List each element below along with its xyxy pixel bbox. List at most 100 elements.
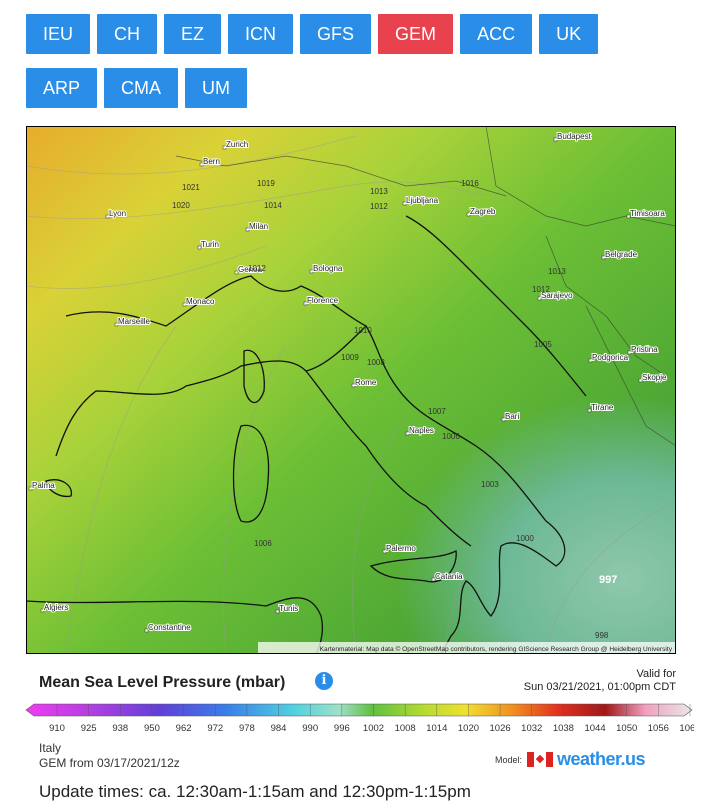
city-label: Algiers [44, 603, 68, 612]
city-dot [537, 296, 542, 301]
isobar-label: 1013 [548, 267, 566, 276]
model-button[interactable]: GEM [378, 14, 454, 54]
city-dot [105, 214, 110, 219]
city-label: Florence [307, 296, 339, 305]
city-label: Palma [32, 481, 55, 490]
model-button[interactable]: CH [97, 14, 158, 54]
model-label: Model: [495, 755, 523, 765]
city-label: Palermo [386, 544, 416, 553]
city-dot [303, 301, 308, 306]
colorbar-label: 1020 [458, 723, 479, 734]
isobar-labels: 1021 1020 1019 1014 1013 1012 1012 1013 1012 1010… [172, 179, 617, 640]
isobar-label: 1003 [481, 480, 499, 489]
model-button[interactable]: ICN [228, 14, 294, 54]
colorbar-label: 996 [334, 723, 350, 734]
city-label: Rome [355, 378, 377, 387]
city-dot [197, 245, 202, 250]
low-pressure-area [26, 126, 676, 654]
city-dot [309, 269, 314, 274]
valid-time: Valid for Sun 03/21/2021, 01:00pm CDT [524, 668, 676, 694]
city-label: Marseille [118, 317, 151, 326]
city-dot [114, 322, 119, 327]
city-dot [28, 486, 33, 491]
city-dot [144, 628, 149, 633]
city-label: Ljubljana [406, 196, 439, 205]
model-button[interactable]: ARP [26, 68, 98, 108]
colorbar-label: 1026 [490, 723, 511, 734]
colorbar-label: 990 [302, 723, 318, 734]
city-label: Belgrade [605, 250, 638, 259]
colorbar-label: 910 [49, 723, 65, 734]
city-dot [431, 577, 436, 582]
city-dot [199, 162, 204, 167]
colorbar-label: 978 [239, 723, 255, 734]
isobar-label: 1019 [257, 179, 275, 188]
model-button[interactable]: UM [185, 68, 248, 108]
map-attribution: Kartenmaterial: Map data © OpenStreetMap… [320, 645, 673, 653]
city-dot [601, 255, 606, 260]
isobar-label: 1012 [370, 202, 388, 211]
city-label: Skopje [642, 373, 667, 382]
city-dot [382, 549, 387, 554]
isobar-label: 1007 [428, 407, 446, 416]
isobar-label: 1008 [367, 358, 385, 367]
city-label: Sarajevo [541, 291, 573, 300]
city-label: Tirane [591, 403, 614, 412]
city-dot [245, 227, 250, 232]
city-label: Catania [435, 572, 463, 581]
isobar-label: 1014 [264, 201, 282, 210]
city-label: Turin [201, 240, 219, 249]
city-label: Pristina [631, 345, 658, 354]
model-button[interactable]: IEU [26, 14, 91, 54]
info-icon[interactable]: i [315, 672, 333, 690]
city-dot [627, 350, 632, 355]
city-dot [234, 270, 239, 275]
city-label: Tunis [279, 604, 298, 613]
brand-logo[interactable]: weather.us [527, 749, 646, 770]
city-label: Monaco [186, 297, 215, 306]
city-label: Podgorica [592, 353, 629, 362]
isobar-label: 1010 [354, 326, 372, 335]
isobar-label: 1012 [532, 285, 550, 294]
model-button[interactable]: GFS [300, 14, 372, 54]
colorbar-label: 1038 [553, 723, 574, 734]
model-button[interactable]: EZ [164, 14, 222, 54]
model-button[interactable]: CMA [104, 68, 179, 108]
isobar-label: 997 [599, 574, 617, 586]
city-label: Naples [409, 426, 434, 435]
legend-title: Mean Sea Level Pressure (mbar) [39, 674, 286, 691]
update-times: Update times: ca. 12:30am-1:15am and 12:… [39, 782, 471, 801]
colorbar-label: 1044 [584, 723, 605, 734]
colorbar-label: 938 [112, 723, 128, 734]
isobar-label: 1006 [442, 432, 460, 441]
city-dot [222, 145, 227, 150]
isobar-lines [26, 135, 667, 654]
model-button[interactable]: UK [539, 14, 599, 54]
attribution-bg [258, 642, 676, 654]
city-dot [553, 137, 558, 142]
colorbar-label: 1002 [363, 723, 384, 734]
isobar-label: 1020 [172, 201, 190, 210]
city-label: Lyon [109, 209, 126, 218]
isobar-label: 1006 [254, 539, 272, 548]
isobar-label: 1009 [341, 353, 359, 362]
city-label: Constantine [148, 623, 191, 632]
city-label: Bari [505, 412, 519, 421]
model-run: GEM from 03/17/2021/12z [39, 756, 180, 770]
city-dot [626, 214, 631, 219]
colorbar-label: 984 [271, 723, 287, 734]
city-dot [466, 212, 471, 217]
isobar-label: 1000 [516, 534, 534, 543]
model-button[interactable]: ACC [460, 14, 533, 54]
city-label: Zagreb [470, 207, 496, 216]
borders [175, 126, 676, 447]
city-label: Bern [203, 157, 220, 166]
city-label: Timisoara [630, 209, 665, 218]
city-dot [275, 609, 280, 614]
city-labels: Bern Zurich Lyon Milan Turin Genoa Bologna Mona… [28, 131, 668, 633]
valid-label: Valid for [636, 668, 676, 680]
map-frame [26, 126, 676, 654]
colorbar-label: 972 [207, 723, 223, 734]
pressure-map: Bern Zurich Lyon Milan Turin Genoa Bologna Mona… [26, 126, 676, 654]
colorbar-label: 925 [81, 723, 97, 734]
